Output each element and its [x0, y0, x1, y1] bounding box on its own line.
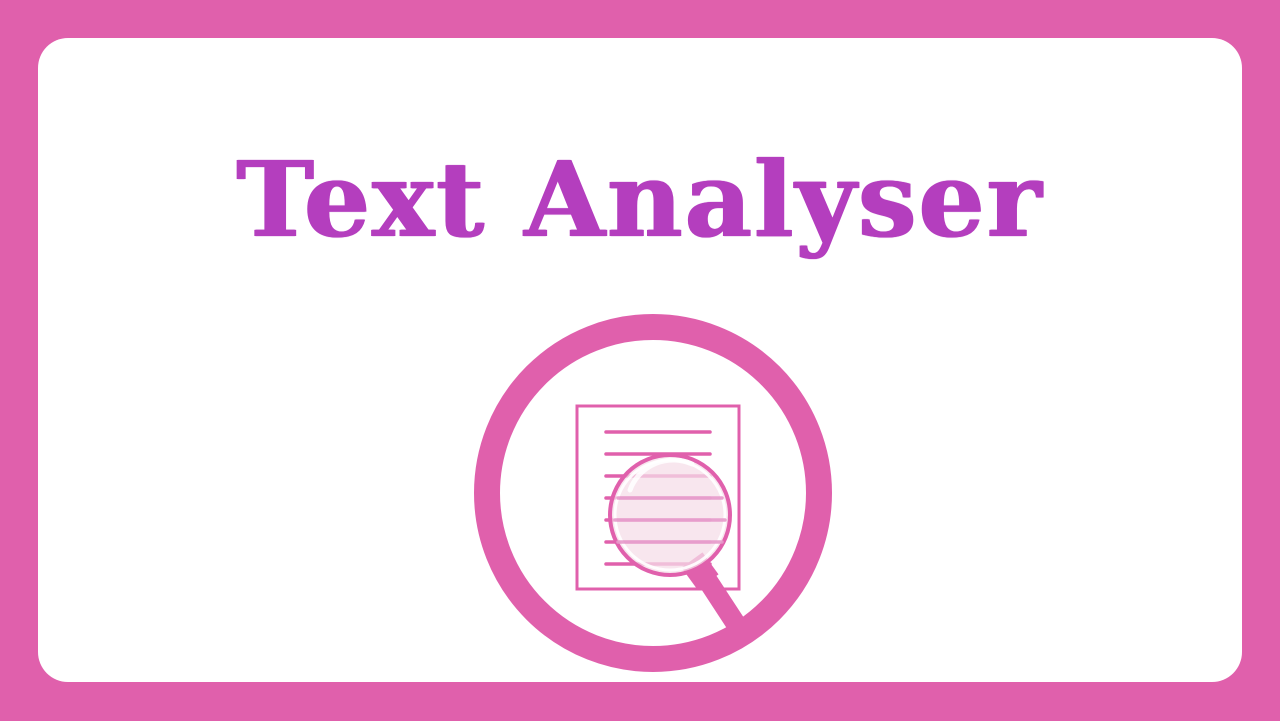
magnifier-lens [608, 453, 732, 577]
document-magnifier-icon [474, 314, 832, 672]
circle-frame [474, 314, 832, 672]
page-title: Text Analyser [236, 138, 1044, 261]
